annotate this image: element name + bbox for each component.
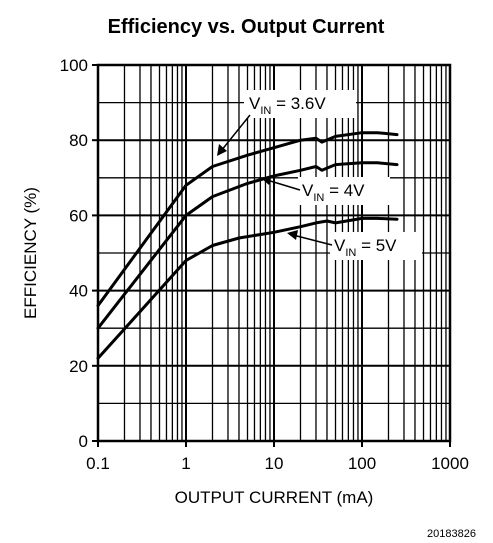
y-tick-label: 40	[69, 282, 88, 301]
y-tick-label: 0	[79, 432, 88, 451]
annotation-5v-sub: IN	[345, 247, 356, 259]
annotation-4v-rest: = 4V	[324, 181, 365, 200]
y-tick-label: 20	[69, 357, 88, 376]
annotation-5v: VIN = 5V	[287, 230, 422, 260]
annotation-3v6-arrowhead	[217, 144, 227, 156]
annotation-4v-arrowhead	[261, 175, 272, 185]
y-tick-label: 60	[69, 206, 88, 225]
annotation-5v-arrowhead	[287, 230, 298, 240]
annotation-5v-rest: = 5V	[356, 236, 397, 255]
x-tick-label: 100	[348, 454, 376, 473]
x-tick-label: 1000	[431, 454, 469, 473]
svg-text:VIN = 3.6V: VIN = 3.6V	[249, 94, 326, 117]
y-axis-label: EFFICIENCY (%)	[21, 187, 40, 319]
annotation-4v-main: V	[302, 181, 314, 200]
annotation-3v6-main: V	[249, 94, 261, 113]
annotation-4v-arrow	[266, 179, 301, 191]
figure-id: 20183826	[427, 528, 476, 540]
series-line-1	[96, 161, 399, 330]
annotation-4v-sub: IN	[313, 192, 324, 204]
annotation-3v6-arrow	[220, 114, 251, 152]
x-tick-label: 0.1	[86, 454, 110, 473]
svg-text:VIN = 5V: VIN = 5V	[334, 236, 397, 259]
annotation-4v: VIN = 4V	[261, 175, 390, 205]
annotation-3v6-sub: IN	[260, 105, 271, 117]
y-tick-label: 80	[69, 131, 88, 150]
series-lines	[96, 131, 399, 360]
annotation-5v-main: V	[334, 236, 346, 255]
y-tick-label: 100	[60, 56, 88, 75]
x-tick-label: 1	[181, 454, 190, 473]
annotation-5v-arrow	[292, 234, 333, 246]
x-tick-label: 10	[265, 454, 284, 473]
x-tick-labels: 0.1 1 10 100 1000	[86, 441, 469, 473]
y-tick-labels: 0 20 40 60 80 100	[60, 56, 98, 451]
svg-text:VIN = 4V: VIN = 4V	[302, 181, 365, 204]
annotation-3v6: VIN = 3.6V	[217, 90, 356, 156]
series-line-2	[96, 216, 399, 360]
x-axis-label: OUTPUT CURRENT (mA)	[175, 488, 374, 507]
annotation-3v6-rest: = 3.6V	[271, 94, 326, 113]
chart-title: Efficiency vs. Output Current	[108, 16, 385, 38]
series-line-0	[96, 131, 399, 308]
